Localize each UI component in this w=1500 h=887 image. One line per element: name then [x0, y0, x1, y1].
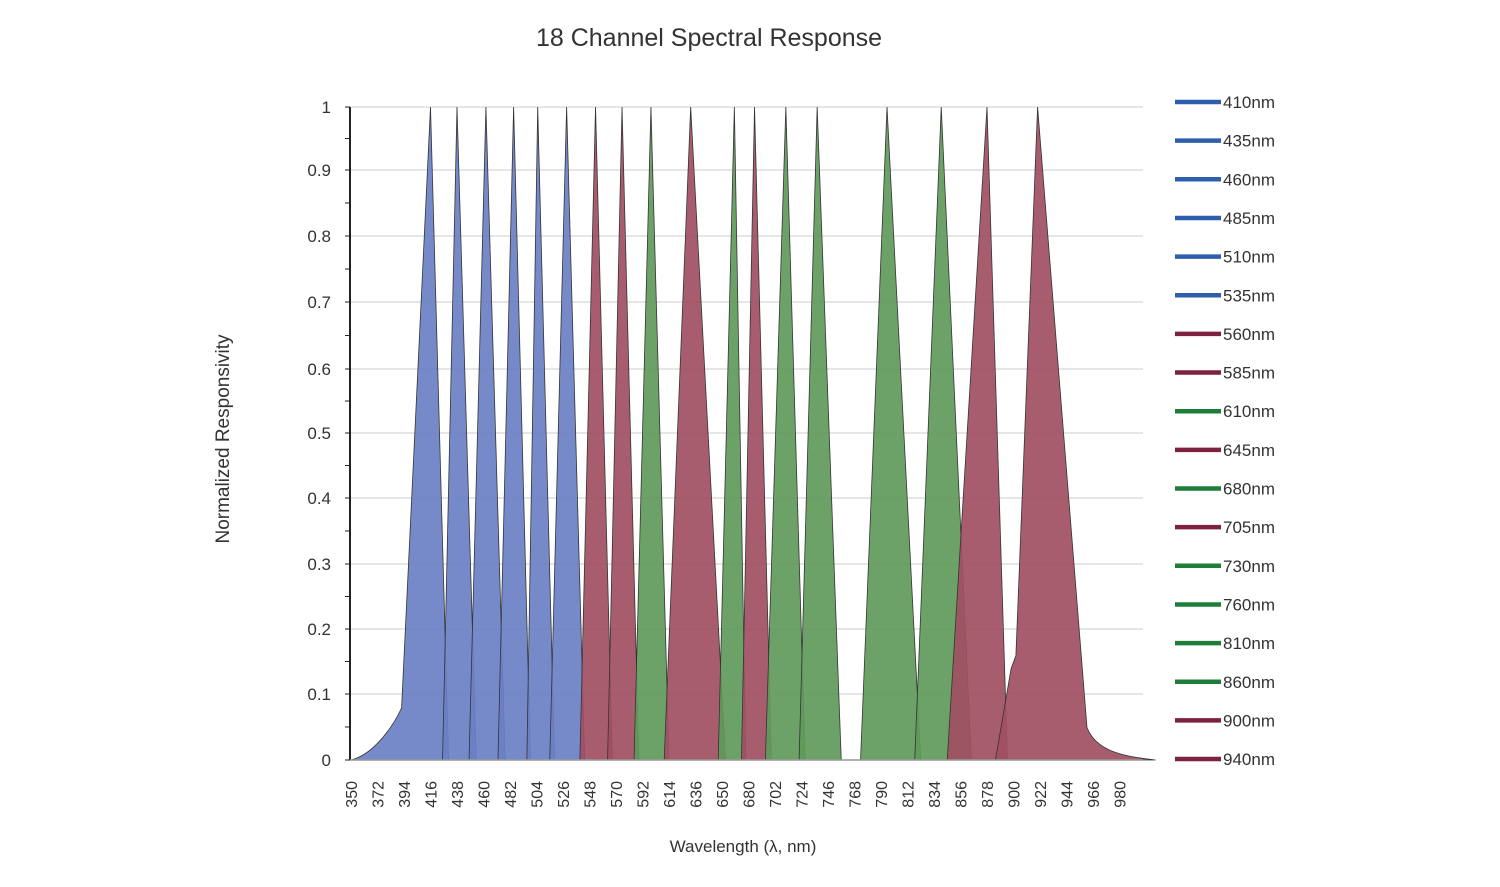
x-tick-label: 834 [927, 781, 944, 808]
x-tick-label: 570 [609, 781, 626, 808]
legend-item: 510nm [1175, 248, 1275, 267]
legend-label: 610nm [1223, 402, 1275, 421]
x-tick-label: 526 [556, 781, 573, 808]
x-tick-label: 650 [715, 781, 732, 808]
x-axis-label: Wavelength (λ, nm) [670, 837, 817, 856]
series-area-940nm [994, 106, 1156, 761]
legend-item: 940nm [1175, 750, 1275, 769]
y-tick-label: 0.8 [307, 227, 331, 246]
x-tick-label: 944 [1060, 781, 1077, 808]
legend-item: 900nm [1175, 711, 1275, 730]
x-tick-label: 548 [583, 781, 600, 808]
legend-label: 560nm [1223, 325, 1275, 344]
legend-item: 610nm [1175, 402, 1275, 421]
legend-item: 705nm [1175, 518, 1275, 537]
x-tick-label: 980 [1113, 781, 1130, 808]
legend-label: 900nm [1223, 711, 1275, 730]
legend-item: 585nm [1175, 364, 1275, 383]
x-tick-label: 746 [821, 781, 838, 808]
legend-item: 860nm [1175, 673, 1275, 692]
legend-label: 705nm [1223, 518, 1275, 537]
series-area-410nm [350, 106, 449, 761]
x-tick-label: 724 [795, 781, 812, 808]
legend-label: 435nm [1223, 132, 1275, 151]
legend-item: 435nm [1175, 132, 1275, 151]
legend-label: 535nm [1223, 286, 1275, 305]
y-tick-label: 1 [322, 98, 331, 117]
y-tick-label: 0.7 [307, 293, 331, 312]
legend-item: 760nm [1175, 595, 1275, 614]
x-tick-label: 680 [742, 781, 759, 808]
legend-label: 810nm [1223, 634, 1275, 653]
x-tick-label: 702 [768, 781, 785, 808]
legend-item: 535nm [1175, 286, 1275, 305]
series-areas [350, 106, 1156, 761]
legend-label: 730nm [1223, 557, 1275, 576]
x-tick-label: 966 [1086, 781, 1103, 808]
x-tick-label: 812 [901, 781, 918, 808]
x-tick-label: 790 [874, 781, 891, 808]
x-tick-label: 614 [662, 781, 679, 808]
y-tick-label: 0.1 [307, 685, 331, 704]
legend-item: 680nm [1175, 480, 1275, 499]
x-tick-label: 504 [530, 781, 547, 808]
legend-item: 410nm [1175, 93, 1275, 112]
x-tick-label: 350 [344, 781, 361, 808]
x-tick-label: 416 [424, 781, 441, 808]
x-tick-label: 372 [371, 781, 388, 808]
x-tick-label: 768 [848, 781, 865, 808]
legend-item: 460nm [1175, 170, 1275, 189]
legend-label: 860nm [1223, 673, 1275, 692]
legend-item: 730nm [1175, 557, 1275, 576]
x-tick-label: 636 [689, 781, 706, 808]
legend-label: 485nm [1223, 209, 1275, 228]
x-tick-label: 592 [636, 781, 653, 808]
legend-label: 680nm [1223, 480, 1275, 499]
x-tick-labels: 350 372 394 416 438 460 482 504 526 548 570 592 614 6… [344, 781, 1130, 808]
legend-label: 645nm [1223, 441, 1275, 460]
legend-label: 585nm [1223, 364, 1275, 383]
legend-item: 810nm [1175, 634, 1275, 653]
y-tick-label: 0.5 [307, 424, 331, 443]
legend: 410nm 435nm 460nm 485nm 510nm 535nm 560nm 585nm… [1175, 93, 1275, 769]
y-tick-label: 0.2 [307, 620, 331, 639]
y-axis-label: Normalized Responsivity [213, 334, 234, 544]
y-tick-label: 0 [322, 751, 331, 770]
x-tick-label: 482 [503, 781, 520, 808]
legend-label: 940nm [1223, 750, 1275, 769]
y-tick-labels: 0 0.1 0.2 0.3 0.4 0.5 0.6 0.7 0.8 0.9 1 [307, 98, 331, 770]
x-tick-label: 878 [980, 781, 997, 808]
x-tick-label: 856 [954, 781, 971, 808]
legend-item: 560nm [1175, 325, 1275, 344]
legend-item: 485nm [1175, 209, 1275, 228]
x-tick-label: 900 [1007, 781, 1024, 808]
axes [345, 106, 1143, 761]
x-tick-label: 394 [397, 781, 414, 808]
y-tick-label: 0.9 [307, 161, 331, 180]
legend-label: 760nm [1223, 595, 1275, 614]
x-tick-label: 922 [1033, 781, 1050, 808]
chart-title: 18 Channel Spectral Response [536, 24, 882, 52]
legend-label: 510nm [1223, 248, 1275, 267]
x-tick-label: 460 [477, 781, 494, 808]
y-tick-label: 0.3 [307, 555, 331, 574]
legend-label: 410nm [1223, 93, 1275, 112]
legend-label: 460nm [1223, 170, 1275, 189]
legend-item: 645nm [1175, 441, 1275, 460]
y-tick-label: 0.4 [307, 489, 331, 508]
x-tick-label: 438 [450, 781, 467, 808]
y-tick-label: 0.6 [307, 360, 331, 379]
